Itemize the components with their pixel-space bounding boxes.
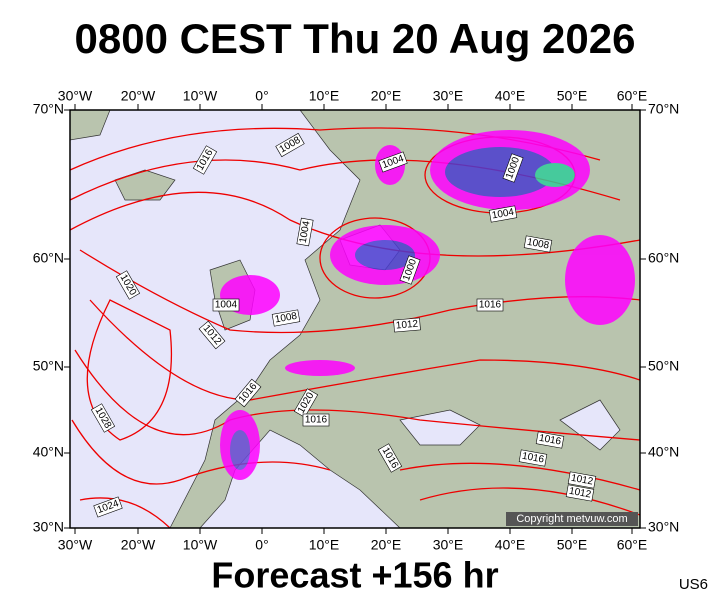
isobar-label-box [198, 320, 226, 350]
isobar-label: 1008 [271, 309, 301, 327]
isobar-label: 1016 [535, 431, 565, 449]
lon-label-top: 0° [255, 88, 268, 104]
lon-label-bottom: 50°E [557, 537, 588, 553]
isobar-label-box [535, 431, 565, 449]
isobar-label: 1016 [518, 449, 548, 467]
lon-label-bottom: 40°E [495, 537, 526, 553]
isobar-label-box [399, 255, 421, 285]
isobar-label-box [192, 145, 218, 175]
lon-label-bottom: 10°E [309, 537, 340, 553]
forecast-label: Forecast +156 hr [211, 555, 498, 596]
lon-label-top: 20°E [371, 88, 402, 104]
isobar-label: 1012 [565, 484, 595, 502]
isobar-label-text: 1012 [568, 486, 592, 501]
lon-label-bottom: 10°W [183, 537, 218, 553]
isobar-label: 1016 [476, 298, 504, 312]
isobar-label-box [275, 132, 305, 158]
isobar-label: 1012 [567, 471, 597, 489]
isobar-label-text: 1004 [491, 207, 515, 222]
lat-label-right: 50°N [648, 358, 679, 374]
isobar-label: 1012 [393, 317, 421, 333]
isobar-label-box [502, 153, 524, 183]
lon-label-bottom: 0° [255, 537, 268, 553]
lat-label-right: 60°N [648, 250, 679, 266]
isobar-label-text: 1008 [526, 237, 550, 252]
lon-label-bottom: 30°W [58, 537, 93, 553]
isobar-label-box [518, 449, 548, 467]
lat-label-right: 30°N [648, 519, 679, 535]
isobar-label-box [476, 298, 504, 312]
isobar-label-box [302, 413, 330, 427]
isobar-label: 1004 [488, 205, 518, 223]
isobar-label-text: 1004 [298, 220, 313, 244]
isobar-label-box [93, 496, 123, 518]
isobar-label: 1004 [296, 217, 314, 247]
copyright-box [506, 512, 638, 526]
isobar-label-box [296, 217, 314, 247]
isobar-label-text: 1012 [395, 319, 419, 332]
lon-label-top: 10°W [183, 88, 218, 104]
lon-label-top: 10°E [309, 88, 340, 104]
lat-label-left: 40°N [33, 444, 64, 460]
isobar-label: 1008 [523, 235, 553, 253]
isobar-label-box [271, 309, 301, 327]
copyright: Copyright metvuw.com [516, 513, 627, 525]
isobar-label-text: 1004 [215, 300, 238, 311]
isobar-label-box [115, 270, 141, 300]
isobar-label-box [212, 298, 240, 312]
lat-label-left: 30°N [33, 519, 64, 535]
isobar-label-box [523, 235, 553, 253]
isobar-label-box [565, 484, 595, 502]
lon-label-bottom: 60°E [617, 537, 648, 553]
isobar-label-box [378, 151, 408, 173]
isobar-label-box [90, 403, 116, 433]
lat-label-left: 70°N [33, 101, 64, 117]
lon-label-bottom: 30°E [433, 537, 464, 553]
lat-label-right: 40°N [648, 444, 679, 460]
lon-label-top: 20°W [121, 88, 156, 104]
isobar-label: 1004 [212, 298, 240, 312]
title: 0800 CEST Thu 20 Aug 2026 [75, 15, 636, 62]
isobar-label-text: 1016 [521, 451, 545, 466]
map-frame [69, 109, 641, 529]
isobar-label-box [488, 205, 518, 223]
isobar-label-text: 1012 [570, 473, 594, 488]
isobar-label-box [567, 471, 597, 489]
lon-label-top: 40°E [495, 88, 526, 104]
axes: 30°W 30°W 20°W 20°W 10°W 10°W 0° 0° 10°E 10°E 20°E… [33, 88, 680, 553]
lat-label-left: 50°N [33, 358, 64, 374]
isobar-label-box [393, 317, 421, 333]
isobar-label: 1016 [302, 413, 330, 427]
isobar-label-box [234, 378, 262, 408]
model-code: US6 [679, 576, 708, 593]
isobar-label-box [377, 443, 403, 473]
lon-label-top: 30°W [58, 88, 93, 104]
isobar-label-text: 1016 [538, 433, 562, 448]
isobar-label-text: 1008 [274, 311, 298, 326]
lat-label-right: 70°N [648, 101, 679, 117]
isobar-label-box [293, 388, 319, 418]
lon-label-top: 50°E [557, 88, 588, 104]
lat-label-left: 60°N [33, 250, 64, 266]
lon-label-bottom: 20°E [371, 537, 402, 553]
lon-label-top: 30°E [433, 88, 464, 104]
isobar-label-text: 1016 [479, 300, 502, 311]
lon-label-top: 60°E [617, 88, 648, 104]
isobar-label-text: 1016 [305, 415, 328, 426]
lon-label-bottom: 20°W [121, 537, 156, 553]
